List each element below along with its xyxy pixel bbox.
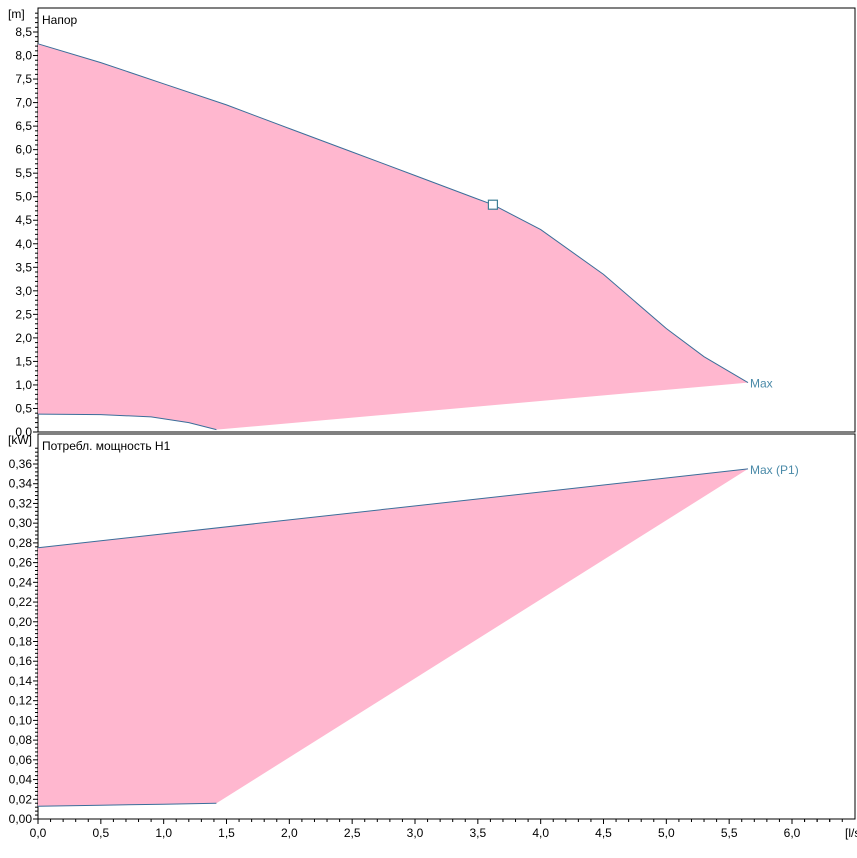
operating-point-marker [487,199,499,210]
y-tick-label: 0,12 [9,694,33,708]
x-tick-label: 0,5 [92,826,109,840]
x-tick-label: 0,0 [30,826,47,840]
y-tick-label: 0,32 [9,496,33,510]
max-curve-line [37,43,749,384]
y-tick-label: 0,20 [9,615,33,629]
operating-range-area [38,468,749,807]
y-tick-label: 4,0 [15,237,32,251]
y-tick-label: 0,30 [9,516,33,530]
min-curve-line [37,802,217,807]
x-tick-label: 4,0 [532,826,549,840]
y-tick-label: 0,02 [9,792,33,806]
y-tick-label: 0,26 [9,556,33,570]
y-tick-label: 0,34 [9,477,33,491]
y-tick-label: 0,22 [9,595,33,609]
panel-title: Потребл. мощность Н1 [42,439,171,453]
y-tick-label: 0,5 [15,401,32,415]
y-tick-label: 2,5 [15,307,32,321]
y-tick-label: 3,0 [15,284,32,298]
min-curve-line [37,413,217,431]
y-tick-label: 6,0 [15,143,32,157]
y-tick-label: 0,08 [9,733,33,747]
y-tick-label: 0,24 [9,575,33,589]
x-tick-label: 4,5 [595,826,612,840]
y-tick-label: 0,28 [9,536,33,550]
x-tick-label: 2,5 [344,826,361,840]
y-unit-label: [m] [8,7,25,21]
y-tick-label: 1,0 [15,378,32,392]
y-tick-label: 7,5 [15,72,32,86]
x-tick-label: 6,0 [784,826,801,840]
y-tick-label: 8,0 [15,49,32,63]
y-tick-label: 0,36 [9,457,33,471]
x-tick-label: 3,0 [407,826,424,840]
max-curve-label: Max (P1) [750,463,799,477]
x-tick-label: 1,5 [218,826,235,840]
y-tick-label: 5,0 [15,190,32,204]
y-tick-label: 0,14 [9,674,33,688]
x-tick-label: 1,0 [155,826,172,840]
y-unit-label: [kW] [8,433,32,447]
y-tick-label: 0,10 [9,713,33,727]
y-tick-label: 0,00 [9,812,33,826]
y-tick-label: 0,18 [9,635,33,649]
y-tick-label: 8,5 [15,25,32,39]
y-tick-label: 4,5 [15,213,32,227]
x-tick-label: 5,5 [721,826,738,840]
y-tick-label: 7,0 [15,96,32,110]
x-tick-label: 5,0 [658,826,675,840]
y-tick-label: 5,5 [15,166,32,180]
y-tick-label: 6,5 [15,119,32,133]
x-unit-label: [l/s] [845,826,857,840]
panel-title: Напор [42,13,78,27]
y-tick-label: 0,0 [15,425,32,439]
x-tick-label: 3,5 [469,826,486,840]
y-tick-label: 1,5 [15,354,32,368]
operating-range-area [38,43,749,430]
y-tick-label: 2,0 [15,331,32,345]
power-panel: Max (P1) Потребл. мощность Н1 [kW] 0,00 0,02… [8,433,856,826]
y-tick-label: 0,06 [9,753,33,767]
y-tick-label: 0,04 [9,773,33,787]
head-panel: Max Напор [m] 0,0 0,5 1,0 1,5 2,0 2,5 3,0 3,5 4,0 4,… [8,7,856,439]
y-tick-label: 0,16 [9,654,33,668]
max-curve-line [37,468,749,549]
x-tick-label: 2,0 [281,826,298,840]
x-axis: 0,0 0,5 1,0 1,5 2,0 2,5 3,0 3,5 4,0 4,5 5,0 5,5 6,0 [… [30,819,857,840]
max-curve-label: Max [750,377,773,391]
y-tick-label: 3,5 [15,260,32,274]
